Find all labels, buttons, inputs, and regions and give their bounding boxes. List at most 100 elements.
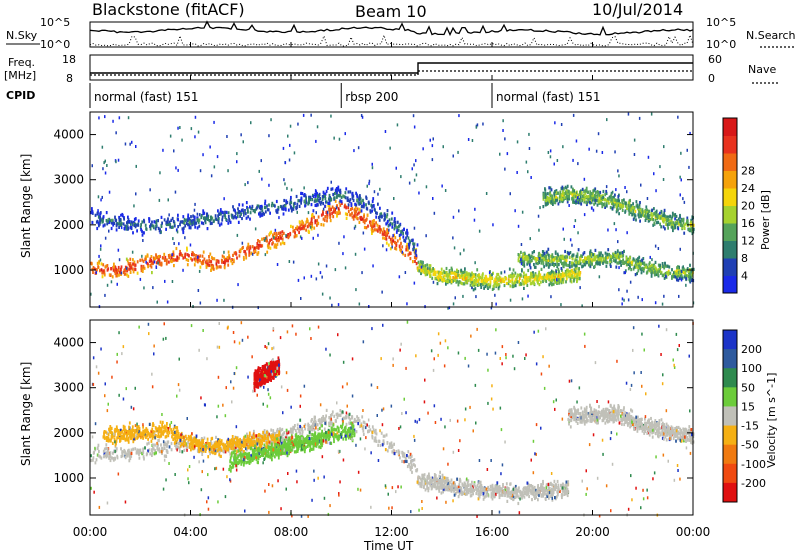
range-gate-cell: [581, 199, 583, 203]
range-gate-cell: [451, 268, 453, 272]
range-gate-cell: [143, 266, 146, 270]
range-gate-cell: [310, 227, 313, 231]
range-gate-cell: [586, 202, 588, 207]
range-gate-cell: [568, 255, 571, 260]
range-gate-cell: [184, 255, 186, 259]
range-gate-cell: [284, 204, 287, 208]
range-gate-cell: [489, 285, 491, 289]
scatter-cell: [677, 115, 679, 119]
scatter-cell: [553, 162, 555, 166]
range-gate-cell: [266, 244, 269, 248]
scatter-cell: [362, 231, 365, 235]
range-gate-cell: [141, 220, 144, 224]
range-gate-cell: [332, 215, 335, 219]
range-gate-cell: [669, 221, 672, 225]
range-gate-cell: [582, 264, 584, 268]
range-gate-cell: [328, 421, 330, 425]
range-gate-cell: [203, 449, 205, 453]
range-gate-cell: [306, 217, 308, 221]
scatter-cell: [130, 225, 132, 229]
range-gate-cell: [260, 244, 262, 248]
range-gate-cell: [406, 228, 408, 232]
range-gate-cell: [553, 264, 555, 268]
range-gate-cell: [463, 282, 466, 286]
range-gate-cell: [276, 210, 279, 214]
range-gate-cell: [188, 254, 190, 258]
range-gate-cell: [142, 447, 144, 451]
range-gate-cell: [356, 207, 359, 211]
range-gate-cell: [98, 449, 100, 454]
scatter-cell: [270, 118, 272, 122]
range-gate-cell: [552, 282, 554, 286]
range-gate-cell: [524, 278, 527, 282]
range-gate-cell: [110, 218, 113, 222]
range-gate-cell: [569, 251, 572, 255]
scatter-cell: [577, 162, 579, 166]
range-gate-cell: [334, 419, 337, 423]
scatter-cell: [452, 236, 454, 240]
range-gate-cell: [212, 265, 214, 269]
range-gate-cell: [372, 428, 375, 432]
range-gate-cell: [160, 224, 163, 228]
range-gate-cell: [400, 230, 402, 234]
range-gate-cell: [132, 262, 134, 266]
range-gate-cell: [668, 222, 671, 226]
range-gate-cell: [521, 269, 523, 273]
scatter-cell: [385, 248, 388, 252]
range-gate-cell: [567, 273, 570, 277]
range-gate-cell: [460, 274, 463, 278]
range-gate-cell: [149, 223, 152, 227]
range-gate-cell: [476, 283, 479, 287]
range-gate-cell: [124, 268, 127, 272]
range-gate-cell: [196, 218, 199, 222]
range-gate-cell: [576, 190, 578, 194]
range-gate-cell: [429, 274, 431, 278]
range-gate-cell: [590, 200, 593, 205]
range-gate-cell: [383, 434, 386, 438]
range-gate-cell: [235, 436, 237, 440]
range-gate-cell: [434, 272, 436, 276]
freq-label-line1: Freq.: [8, 56, 35, 69]
range-gate-cell: [126, 225, 129, 229]
range-gate-cell: [97, 265, 99, 269]
scatter-cell: [433, 211, 436, 215]
range-gate-cell: [329, 212, 331, 216]
range-gate-cell: [395, 230, 398, 234]
scatter-cell: [241, 241, 244, 245]
range-gate-cell: [611, 197, 613, 201]
range-gate-cell: [173, 224, 176, 228]
range-gate-cell: [135, 223, 138, 227]
range-gate-cell: [537, 276, 539, 280]
range-gate-cell: [96, 226, 99, 231]
range-gate-cell: [326, 215, 329, 220]
range-gate-cell: [303, 227, 305, 231]
range-gate-cell: [355, 419, 358, 423]
range-gate-cell: [101, 275, 104, 279]
range-gate-cell: [386, 209, 389, 213]
scatter-cell: [286, 186, 288, 190]
scatter-cell: [290, 188, 293, 192]
range-gate-cell: [592, 190, 595, 194]
scatter-cell: [307, 211, 310, 215]
scatter-cell: [312, 236, 314, 240]
range-gate-cell: [552, 258, 555, 262]
range-gate-cell: [166, 442, 169, 446]
scatter-cell: [626, 231, 628, 235]
range-gate-cell: [206, 213, 208, 218]
range-gate-cell: [603, 257, 606, 261]
scatter-cell: [377, 192, 379, 196]
range-gate-cell: [237, 207, 239, 211]
range-gate-cell: [118, 273, 120, 277]
range-gate-cell: [160, 443, 162, 447]
range-gate-cell: [375, 221, 377, 225]
range-gate-cell: [666, 271, 669, 275]
range-gate-cell: [604, 258, 607, 262]
nave-right-bottom: 0: [708, 72, 715, 85]
range-gate-cell: [663, 276, 666, 280]
range-gate-cell: [377, 215, 380, 220]
range-gate-cell: [247, 210, 249, 214]
range-gate-cell: [650, 274, 653, 278]
range-gate-cell: [355, 203, 358, 207]
range-gate-cell: [187, 215, 189, 219]
range-gate-cell: [453, 278, 455, 282]
